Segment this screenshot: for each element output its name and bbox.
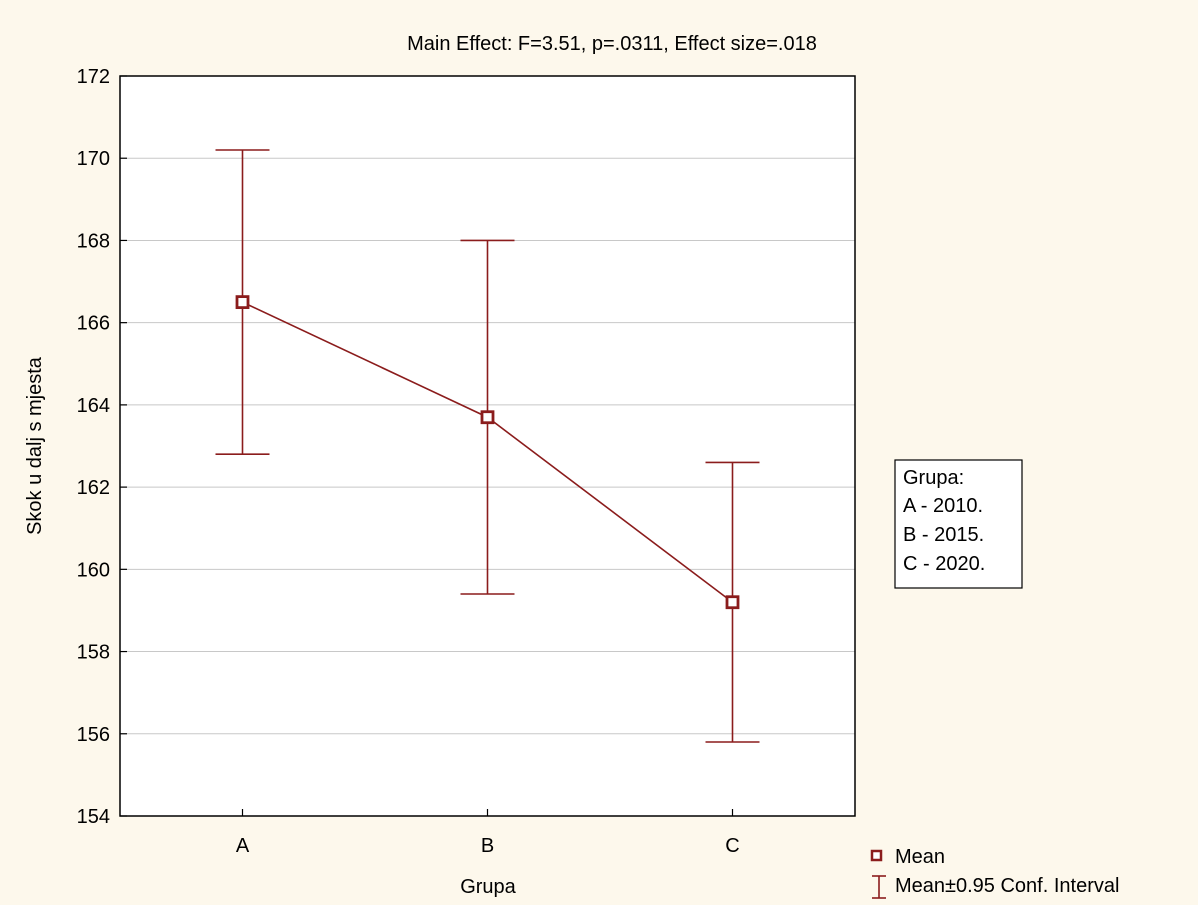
info-box-line: B - 2015. — [903, 524, 984, 546]
x-tick-label: C — [725, 835, 739, 857]
group-info-box: Grupa: A - 2010. B - 2015. C - 2020. — [894, 459, 1023, 589]
y-tick-label: 156 — [77, 724, 110, 746]
y-axis: 154 156 158 160 162 164 166 168 170 172 — [77, 66, 127, 828]
info-box-line: A - 2010. — [903, 495, 983, 517]
y-axis-label: Skok u dalj s mjesta — [24, 356, 46, 535]
mean-marker — [480, 410, 495, 425]
y-tick-label: 154 — [77, 806, 110, 828]
y-tick-label: 170 — [77, 148, 110, 170]
y-tick-label: 168 — [77, 230, 110, 252]
x-axis-label: Grupa — [460, 876, 516, 898]
info-box-line: Grupa: — [903, 467, 964, 489]
mean-marker — [235, 295, 250, 310]
info-box-line: C - 2020. — [903, 553, 985, 575]
legend-mean-label: Mean — [895, 846, 945, 868]
x-tick-label: A — [236, 835, 250, 857]
y-tick-label: 164 — [77, 395, 110, 417]
y-tick-label: 166 — [77, 313, 110, 335]
mean-marker — [725, 595, 740, 610]
y-tick-label: 172 — [77, 66, 110, 88]
legend-ci-symbol — [872, 875, 886, 899]
x-tick-label: B — [481, 835, 494, 857]
info-box-frame — [894, 459, 1023, 589]
y-tick-label: 160 — [77, 559, 110, 581]
legend-ci-label: Mean±0.95 Conf. Interval — [895, 875, 1119, 897]
y-tick-label: 158 — [77, 642, 110, 664]
x-axis: A B C — [236, 809, 740, 857]
series — [215, 149, 760, 743]
legend-mean-marker — [870, 849, 883, 862]
legend: Mean Mean±0.95 Conf. Interval — [870, 846, 1119, 899]
chart-title: Main Effect: F=3.51, p=.0311, Effect siz… — [407, 33, 817, 55]
y-tick-label: 162 — [77, 477, 110, 499]
